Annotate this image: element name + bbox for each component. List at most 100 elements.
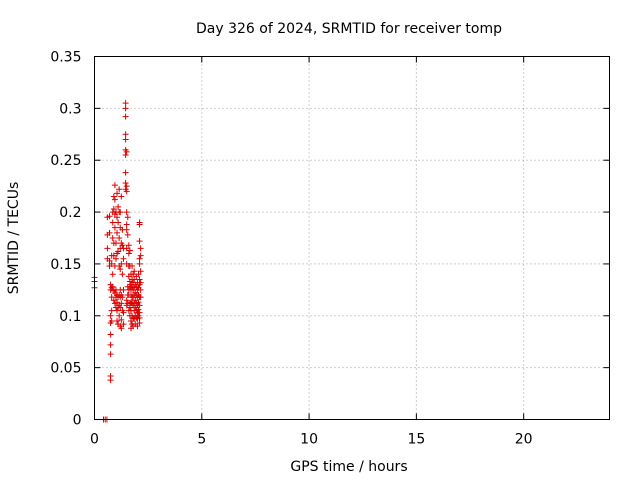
data-point: [118, 193, 125, 200]
data-point: [120, 255, 127, 262]
y-tick-label: 0.05: [50, 361, 81, 377]
data-point: [131, 268, 138, 275]
data-point: [126, 304, 133, 311]
data-point: [122, 131, 129, 138]
data-point: [111, 196, 118, 203]
data-point: [115, 203, 122, 210]
data-point: [110, 252, 117, 259]
axis-ticks: 0 5 10 15 20 0 0.05 0.1 0.15 0.2 0.25 0.3 0.35: [50, 50, 610, 448]
data-point: [108, 307, 115, 314]
data-point: [109, 235, 116, 241]
data-point: [137, 252, 144, 259]
grid-lines: [94, 56, 610, 420]
data-point: [117, 304, 124, 311]
data-point: [137, 245, 144, 252]
data-point: [108, 284, 115, 291]
data-point: [114, 307, 121, 314]
data-point: [126, 247, 133, 254]
data-point: [119, 271, 126, 278]
data-point: [109, 219, 116, 226]
data-point: [107, 351, 114, 358]
data-point: [122, 113, 129, 120]
data-point: [109, 283, 116, 290]
data-point: [107, 312, 114, 319]
data-point: [114, 214, 121, 221]
data-point: [127, 317, 134, 324]
data-point: [125, 250, 132, 257]
data-point: [114, 229, 121, 236]
data-point: [116, 312, 123, 319]
data-point: [136, 260, 143, 267]
data-point: [137, 268, 144, 275]
x-tick-label: 20: [515, 432, 533, 448]
data-point: [118, 325, 125, 332]
data-point: [137, 294, 144, 301]
data-point: [112, 255, 119, 262]
data-point: [109, 271, 116, 278]
data-point: [135, 271, 142, 278]
data-point: [137, 279, 144, 286]
data-point: [123, 209, 130, 216]
data-point: [110, 297, 117, 304]
data-point: [136, 276, 143, 283]
x-tick-label: 10: [300, 432, 318, 448]
data-point: [115, 219, 122, 226]
data-point: [123, 245, 130, 252]
data-point: [114, 317, 121, 324]
data-point: [118, 300, 125, 307]
data-point: [118, 316, 125, 323]
data-point: [111, 224, 118, 231]
data-point: [107, 331, 114, 338]
data-point: [135, 306, 142, 313]
chart-title: Day 326 of 2024, SRMTID for receiver tom…: [196, 21, 502, 37]
data-point: [114, 190, 121, 197]
data-point: [132, 297, 139, 304]
data-point: [123, 188, 130, 195]
data-point: [106, 257, 113, 264]
data-point: [108, 260, 115, 267]
data-point: [118, 260, 125, 267]
data-point: [134, 323, 141, 330]
data-point: [122, 152, 129, 159]
data-point: [136, 221, 143, 228]
y-tick-label: 0.2: [59, 205, 81, 221]
data-point: [123, 221, 130, 228]
data-point: [136, 302, 143, 309]
data-point: [136, 309, 143, 316]
data-point: [136, 255, 143, 262]
data-point: [110, 205, 117, 212]
x-tick-label: 5: [197, 432, 206, 448]
data-point: [120, 321, 127, 328]
data-point: [136, 320, 143, 327]
data-point: [119, 242, 126, 249]
data-point: [136, 314, 143, 321]
data-point: [111, 182, 118, 189]
data-point: [130, 271, 137, 278]
data-point: [106, 213, 113, 220]
data-point: [107, 341, 114, 348]
data-point: [115, 248, 122, 255]
x-axis-label: GPS time / hours: [290, 459, 407, 475]
data-point: [124, 214, 131, 221]
data-point: [123, 183, 130, 190]
data-point: [114, 299, 121, 306]
data-point: [122, 136, 129, 143]
x-tick-label: 15: [407, 432, 425, 448]
y-tick-label: 0: [73, 413, 82, 429]
data-point: [122, 100, 129, 107]
data-point: [117, 209, 124, 216]
data-points: [91, 100, 144, 423]
data-point: [137, 286, 144, 293]
data-point: [110, 193, 117, 200]
data-point: [119, 294, 126, 301]
data-point: [116, 235, 123, 241]
data-point: [123, 148, 130, 155]
data-point: [107, 377, 114, 384]
y-tick-label: 0.1: [59, 309, 81, 325]
data-point: [123, 226, 130, 233]
y-axis-label: SRMTID / TECUs: [6, 182, 22, 295]
y-tick-label: 0.3: [59, 101, 81, 117]
y-tick-label: 0.35: [50, 50, 81, 66]
data-point: [117, 266, 124, 273]
